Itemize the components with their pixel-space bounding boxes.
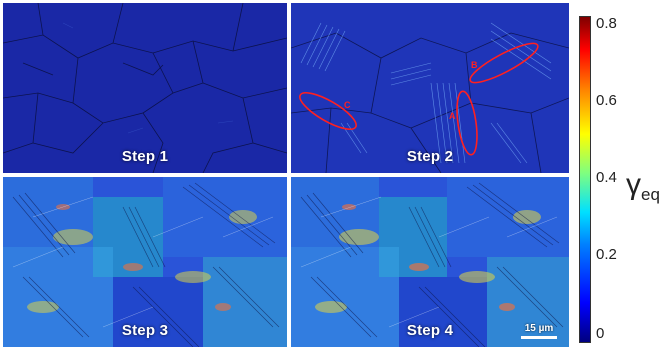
panel-step-4: Step 4 15 µm <box>291 177 569 347</box>
marker-a: A <box>449 111 456 121</box>
step-label: Step 3 <box>121 322 169 339</box>
scale-bar-line <box>521 336 557 339</box>
strain-map-4 <box>291 177 569 347</box>
step-label: Step 1 <box>121 148 169 165</box>
colorbar-title: γeq <box>626 170 660 210</box>
panel-step-2: B C A Step 2 <box>291 3 569 173</box>
step-label: Step 2 <box>406 148 454 165</box>
strain-map-3 <box>3 177 287 347</box>
strain-map-1 <box>3 3 287 173</box>
panel-step-3: Step 3 <box>3 177 287 347</box>
colorbar-subscript: eq <box>641 185 660 204</box>
colorbar <box>579 16 591 343</box>
strain-map-2 <box>291 3 569 173</box>
colorbar-tick: 0 <box>596 325 605 342</box>
colorbar-tick: 0.2 <box>596 246 617 263</box>
colorbar-tick: 0.4 <box>596 169 617 186</box>
scale-bar: 15 µm <box>517 323 561 339</box>
step-label: Step 4 <box>406 322 454 339</box>
scale-bar-label: 15 µm <box>524 323 554 334</box>
marker-c: C <box>344 100 351 110</box>
colorbar-symbol: γ <box>626 168 641 201</box>
colorbar-tick: 0.6 <box>596 92 617 109</box>
panel-step-1: Step 1 <box>3 3 287 173</box>
colorbar-tick: 0.8 <box>596 15 617 32</box>
marker-b: B <box>471 60 478 70</box>
